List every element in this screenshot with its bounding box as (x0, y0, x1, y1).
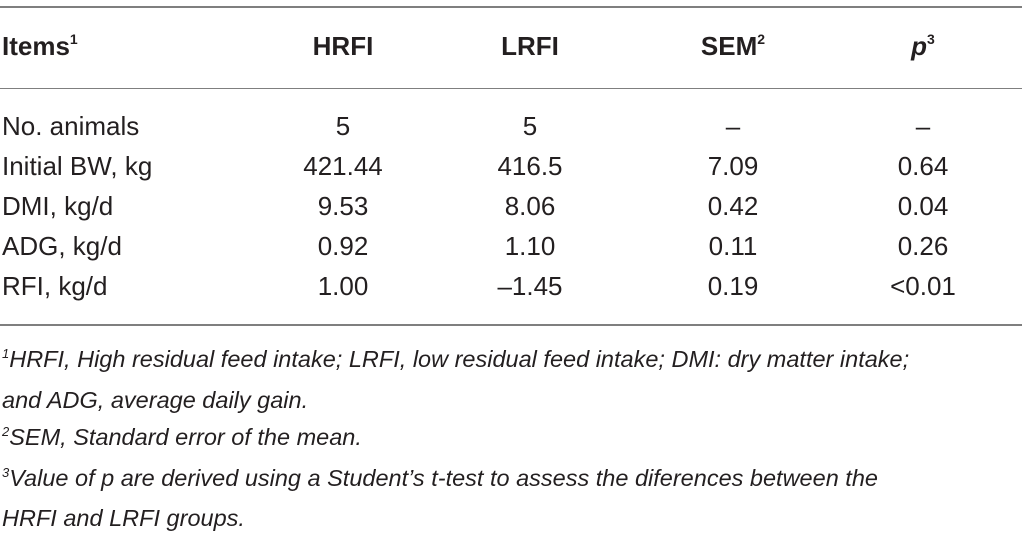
footnote-1: 1HRFI, High residual feed intake; LRFI, … (2, 346, 910, 372)
table-cell-p: 0.64 (897, 151, 949, 181)
table-cell-hrfi: 9.53 (317, 191, 369, 221)
footnote-3: 3Value of p are derived using a Student’… (2, 464, 878, 491)
table-cell-sem: 0.42 (707, 191, 759, 221)
table-cell-sem: 7.09 (707, 151, 759, 181)
table-row-item: RFI, kg/d (2, 271, 108, 301)
table-cell-hrfi: 1.00 (317, 271, 369, 301)
table-row-item: No. animals (2, 111, 140, 141)
table-row-item: ADG, kg/d (2, 231, 122, 261)
table-cell-lrfi: 5 (522, 111, 538, 141)
table-cell-p: <0.01 (890, 271, 956, 301)
header-sem: SEM2 (700, 31, 766, 61)
footnote-3-continuation: HRFI and LRFI groups. (2, 505, 245, 531)
table-cell-lrfi: 416.5 (497, 151, 563, 181)
footnote-1-continuation: and ADG, average daily gain. (2, 386, 309, 413)
header-p: p3 (911, 31, 935, 61)
table-cell-p: 0.04 (897, 191, 949, 221)
footnotes: 1HRFI, High residual feed intake; LRFI, … (2, 341, 1017, 538)
table-cell-lrfi: 8.06 (504, 191, 556, 221)
header-lrfi: LRFI (501, 31, 559, 61)
table-cell-hrfi: 5 (335, 111, 351, 141)
footnote-2: 2SEM, Standard error of the mean. (2, 424, 362, 450)
table-cell-sem: 0.19 (707, 271, 759, 301)
table-cell-lrfi: –1.45 (497, 271, 563, 301)
header-rule (0, 88, 1022, 90)
table-row-item: DMI, kg/d (2, 191, 114, 221)
table-cell-p: – (915, 111, 931, 141)
table-cell-hrfi: 0.92 (317, 231, 369, 261)
table-top-rule (0, 6, 1022, 8)
table-cell-sem: – (725, 111, 741, 141)
table-row-item: Initial BW, kg (2, 151, 153, 181)
header-items: Items1 (2, 31, 78, 61)
table-cell-hrfi: 421.44 (303, 151, 383, 181)
table-cell-lrfi: 1.10 (504, 231, 556, 261)
table-cell-p: 0.26 (897, 231, 949, 261)
table-bottom-rule (0, 324, 1022, 326)
header-hrfi: HRFI (312, 31, 374, 61)
table-cell-sem: 0.11 (708, 231, 758, 261)
